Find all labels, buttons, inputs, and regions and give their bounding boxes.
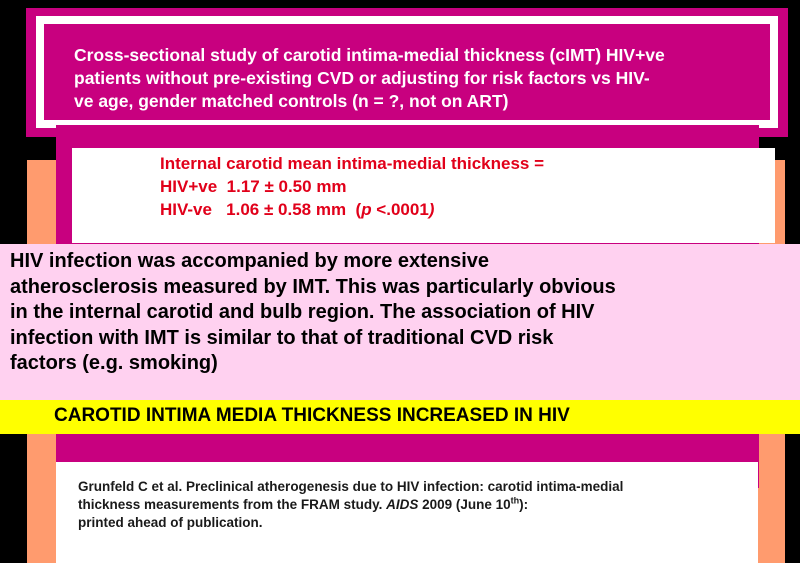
summary-line-2: atherosclerosis measured by IMT. This wa…: [10, 275, 616, 298]
conclusion-banner: [0, 400, 800, 434]
journal-name: AIDS: [386, 497, 419, 512]
p-symbol: p: [361, 200, 372, 219]
summary-line-4: infection with IMT is similar to that of…: [10, 326, 554, 349]
header-panel: [44, 24, 770, 120]
hiv-negative-value: 1.06 ± 0.58 mm: [226, 200, 347, 219]
hiv-negative-result: HIV-ve 1.06 ± 0.58 mm (p <.0001): [160, 200, 434, 220]
study-line-3: ve age, gender matched controls (n = ?, …: [74, 91, 509, 111]
p-prefix: (: [355, 200, 362, 219]
hiv-negative-label: HIV-ve: [160, 200, 212, 219]
conclusion-text: CAROTID INTIMA MEDIA THICKNESS INCREASED…: [54, 405, 570, 426]
citation-line-2-pre: thickness measurements from the FRAM stu…: [78, 497, 387, 512]
citation-line-2: thickness measurements from the FRAM stu…: [78, 496, 738, 514]
summary-line-1: HIV infection was accompanied by more ex…: [10, 250, 490, 272]
hiv-positive-result: HIV+ve 1.17 ± 0.50 mm: [160, 177, 347, 197]
summary-line-3: in the internal carotid and bulb region.…: [10, 301, 595, 323]
p-suffix: ): [428, 200, 435, 219]
summary-line-5: factors (e.g. smoking): [10, 352, 218, 374]
citation-line-2-post: ):: [519, 497, 529, 512]
study-line-2: patients without pre-existing CVD or adj…: [74, 68, 650, 88]
summary-text: HIV infection was accompanied by more ex…: [10, 249, 795, 377]
hiv-positive-label: HIV+ve: [160, 177, 218, 196]
citation-sup: th: [510, 495, 520, 506]
citation-line-3: printed ahead of publication.: [78, 515, 263, 530]
citation-box: [56, 462, 758, 563]
citation-line-2-mid: 2009 (June 10: [418, 497, 511, 512]
results-title: Internal carotid mean intima-medial thic…: [160, 154, 545, 173]
citation: Grunfeld C et al. Preclinical atherogene…: [78, 478, 738, 532]
hiv-positive-value: 1.17 ± 0.50 mm: [226, 177, 347, 196]
results-box: [72, 148, 775, 243]
summary-panel: [0, 244, 800, 401]
citation-line-1: Grunfeld C et al. Preclinical atherogene…: [78, 479, 624, 494]
study-description: Cross-sectional study of carotid intima-…: [74, 44, 774, 113]
study-line-1: Cross-sectional study of carotid intima-…: [74, 45, 665, 65]
p-value: <.0001: [371, 200, 429, 219]
